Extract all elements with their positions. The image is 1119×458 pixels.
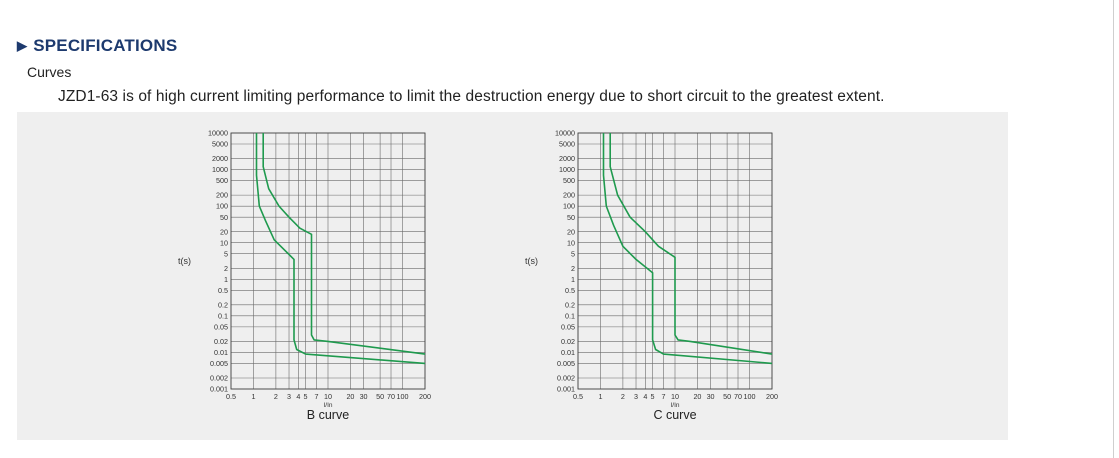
b-curve-ylabel: t(s) [178, 256, 191, 266]
b-curve-ytick-label: 500 [216, 176, 228, 185]
c-curve-xtick-label: 1 [598, 392, 602, 401]
c-curve-ytick-label: 0.005 [557, 359, 575, 368]
c-curve-ytick-label: 100 [563, 202, 575, 211]
c-curve-ytick-label: 5 [571, 249, 575, 258]
c-curve-xtick-label: 50 [723, 392, 731, 401]
b-curve-ytick-label: 50 [220, 213, 228, 222]
c-curve-ytick-label: 0.001 [557, 385, 575, 394]
b-curve-ytick-label: 0.5 [218, 286, 228, 295]
b-curve-ytick-label: 10000 [208, 129, 228, 138]
c-curve-ytick-label: 0.002 [557, 374, 575, 383]
c-curve-frame [577, 132, 773, 390]
c-curve-xtick-label: 7 [661, 392, 665, 401]
b-curve-series-line-2 [262, 133, 426, 355]
section-title: SPECIFICATIONS [33, 36, 178, 55]
b-curve-ytick-label: 20 [220, 227, 228, 236]
c-curve-ytick-label: 20 [567, 227, 575, 236]
b-curve-ytick-label: 0.005 [210, 359, 228, 368]
b-curve-ytick-label: 1 [224, 275, 228, 284]
c-curve-ytick-label: 200 [563, 191, 575, 200]
b-curve-series-line-1 [255, 133, 426, 365]
c-curve-xtick-label: 70 [734, 392, 742, 401]
c-curve-xtick-label: 5 [651, 392, 655, 401]
b-curve-xtick-label: 3 [287, 392, 291, 401]
b-curve-xtick-label: 1 [251, 392, 255, 401]
b-curve-ytick-label: 0.002 [210, 374, 228, 383]
description-text: JZD1-63 is of high current limiting perf… [58, 88, 885, 105]
c-curve-ytick-label: 1000 [559, 165, 575, 174]
page-right-border [1113, 0, 1114, 458]
curves-panel: 10000 5000 2000 1000 500 200 100 50 20 10 5 2 1 0.5 0.… [17, 112, 1008, 440]
c-curve-ytick-label: 0.2 [565, 300, 575, 309]
b-curve-ytick-label: 10 [220, 238, 228, 247]
b-curve-ytick-label: 0.05 [214, 322, 228, 331]
c-curve-ytick-label: 0.01 [561, 348, 575, 357]
section-heading: ▶ SPECIFICATIONS [17, 35, 177, 57]
b-curve-xtick-label: 20 [346, 392, 354, 401]
c-curve-chart: 100005000200010005002001005020105210.50.… [525, 129, 778, 422]
c-curve-ytick-label: 10 [567, 238, 575, 247]
b-curve-ytick-label: 2 [224, 264, 228, 273]
b-curve-ytick-label: 0.001 [210, 385, 228, 394]
b-curve-ytick-label: 2000 [212, 154, 228, 163]
b-curve-xlabel: I/In [323, 402, 332, 409]
b-curve-xtick-label: 100 [397, 392, 409, 401]
b-curve-caption: B curve [307, 408, 349, 422]
b-curve-xtick-label: 70 [387, 392, 395, 401]
b-curve-ytick-label: 100 [216, 202, 228, 211]
b-curve-xtick-label: 0.5 [226, 392, 236, 401]
curves-svg: 100005000200010005002001005020105210.50.… [178, 129, 778, 422]
b-curve-ytick-label: 0.1 [218, 311, 228, 320]
c-curve-xtick-label: 200 [766, 392, 778, 401]
c-curve-caption: C curve [653, 408, 696, 422]
c-curve-xtick-label: 30 [707, 392, 715, 401]
c-curve-ytick-label: 1 [571, 275, 575, 284]
c-curve-ytick-label: 5000 [559, 140, 575, 149]
b-curve-xtick-label: 7 [314, 392, 318, 401]
b-curve-ytick-label: 1000 [212, 165, 228, 174]
c-curve-ylabel: t(s) [525, 256, 538, 266]
c-curve-xtick-label: 10 [671, 392, 679, 401]
b-curve-ytick-label: 0.01 [214, 348, 228, 357]
c-curve-xtick-label: 4 [643, 392, 647, 401]
c-curve-series-line-1 [602, 133, 773, 365]
b-curve-ytick-label: 0.2 [218, 300, 228, 309]
b-curve-ytick-label: 5 [224, 249, 228, 258]
b-curve-xtick-label: 4 [296, 392, 300, 401]
b-curve-chart: 100005000200010005002001005020105210.50.… [178, 129, 431, 422]
b-curve-xtick-label: 10 [324, 392, 332, 401]
c-curve-xtick-label: 0.5 [573, 392, 583, 401]
c-curve-series-line-2 [609, 133, 773, 355]
b-curve-xtick-label: 2 [274, 392, 278, 401]
c-curve-ytick-label: 2000 [559, 154, 575, 163]
c-curve-xtick-label: 2 [621, 392, 625, 401]
c-curve-ytick-label: 10000 [555, 129, 575, 138]
c-curve-ytick-label: 500 [563, 176, 575, 185]
c-curve-xtick-label: 20 [693, 392, 701, 401]
c-curve-ytick-label: 0.02 [561, 337, 575, 346]
c-curve-xlabel: I/In [670, 402, 679, 409]
b-curve-ytick-label: 0.02 [214, 337, 228, 346]
triangle-right-icon: ▶ [17, 38, 28, 53]
c-curve-ytick-label: 50 [567, 213, 575, 222]
b-curve-xtick-label: 30 [360, 392, 368, 401]
c-curve-ytick-label: 0.5 [565, 286, 575, 295]
subsection-title: Curves [27, 64, 72, 80]
b-curve-ytick-label: 200 [216, 191, 228, 200]
b-curve-xtick-label: 5 [304, 392, 308, 401]
c-curve-ytick-label: 0.05 [561, 322, 575, 331]
b-curve-ytick-label: 5000 [212, 140, 228, 149]
c-curve-xtick-label: 100 [744, 392, 756, 401]
c-curve-ytick-label: 0.1 [565, 311, 575, 320]
b-curve-xtick-label: 50 [376, 392, 384, 401]
b-curve-frame [230, 132, 426, 390]
c-curve-ytick-label: 2 [571, 264, 575, 273]
c-curve-xtick-label: 3 [634, 392, 638, 401]
b-curve-xtick-label: 200 [419, 392, 431, 401]
